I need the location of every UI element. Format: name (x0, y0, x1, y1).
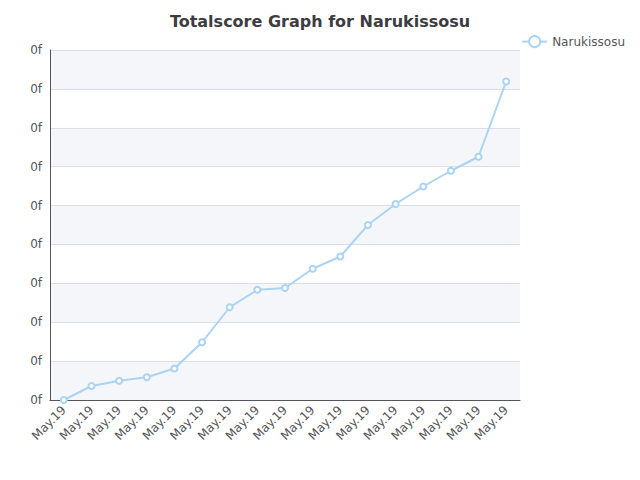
svg-text:May.19: May.19 (29, 403, 69, 443)
svg-text:May.19: May.19 (250, 403, 290, 443)
svg-text:0f: 0f (30, 393, 43, 407)
svg-text:0f: 0f (30, 160, 43, 174)
svg-text:May.19: May.19 (443, 403, 484, 443)
svg-text:0f: 0f (30, 237, 43, 251)
svg-text:Totalscore Graph for Narukisso: Totalscore Graph for Narukissosu (170, 12, 470, 31)
svg-text:0f: 0f (30, 199, 43, 213)
svg-text:0f: 0f (30, 82, 43, 96)
svg-text:0f: 0f (30, 354, 43, 368)
svg-text:May.19: May.19 (471, 403, 511, 443)
svg-text:Narukissosu: Narukissosu (552, 35, 625, 49)
svg-text:0f: 0f (30, 121, 43, 135)
svg-text:0f: 0f (30, 276, 43, 290)
svg-text:0f: 0f (30, 43, 43, 57)
svg-text:May.19: May.19 (360, 403, 401, 443)
svg-text:May.19: May.19 (222, 403, 263, 443)
svg-text:May.19: May.19 (84, 403, 125, 443)
svg-text:May.19: May.19 (167, 403, 207, 443)
svg-text:0f: 0f (30, 315, 43, 329)
svg-text:May.19: May.19 (416, 403, 456, 443)
svg-text:May.19: May.19 (112, 403, 152, 443)
svg-text:May.19: May.19 (195, 403, 235, 443)
svg-text:May.19: May.19 (56, 403, 97, 443)
svg-text:May.19: May.19 (305, 403, 346, 443)
svg-text:May.19: May.19 (388, 403, 429, 443)
svg-text:May.19: May.19 (333, 403, 373, 443)
svg-text:May.19: May.19 (139, 403, 180, 443)
svg-text:May.19: May.19 (277, 403, 318, 443)
